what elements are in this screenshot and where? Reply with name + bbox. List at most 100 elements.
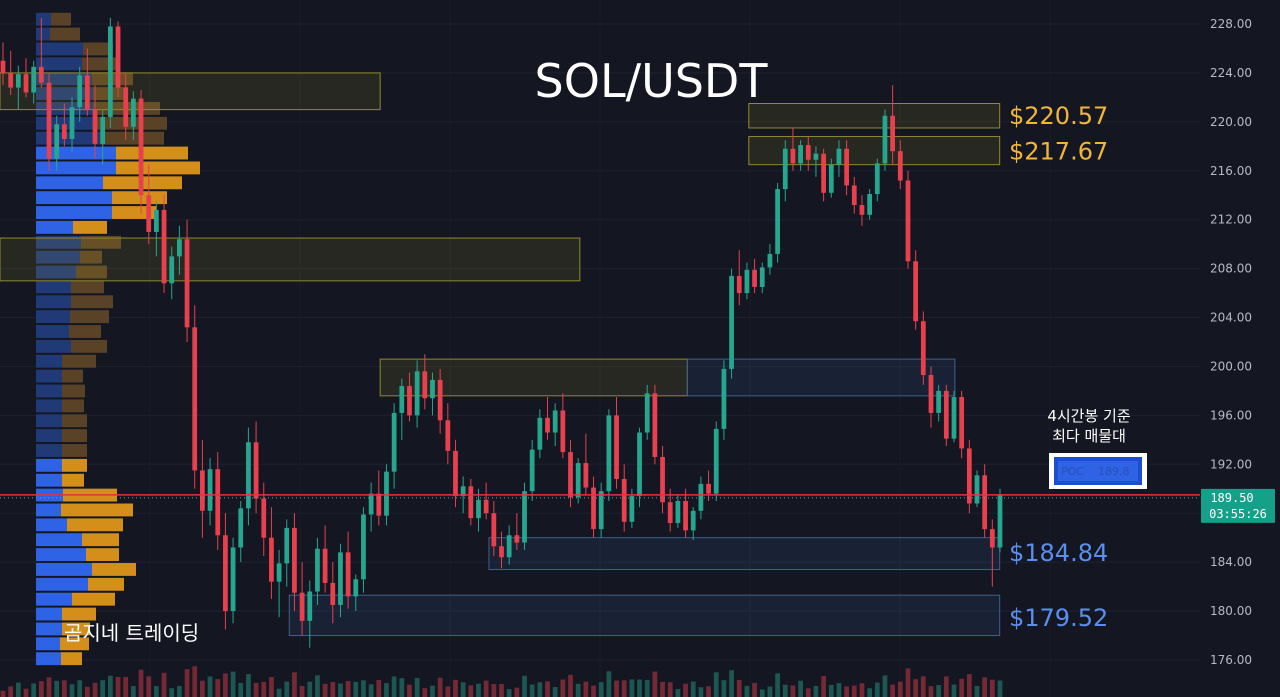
candle-body — [966, 448, 972, 504]
candle-body — [100, 116, 106, 144]
volume-bar — [361, 680, 366, 697]
volume-bar — [54, 680, 60, 697]
price-tick-label: 200.00 — [1210, 359, 1252, 373]
volume-bar — [453, 679, 458, 697]
candle-body — [621, 478, 627, 522]
volume-bar — [667, 682, 673, 697]
zone-boxes — [0, 72, 1001, 637]
candle-body — [345, 552, 351, 597]
vp-sell-bar — [62, 369, 83, 383]
volume-bar — [330, 682, 336, 697]
volume-bar — [882, 675, 888, 697]
volume-bar — [107, 675, 113, 697]
vp-sell-bar — [116, 146, 188, 160]
candle-body — [675, 501, 681, 524]
candle-body — [384, 471, 389, 516]
volume-bar — [775, 673, 780, 697]
candle-body — [8, 72, 14, 88]
volume-bar — [315, 675, 320, 697]
candle-body — [146, 195, 152, 232]
candle-body — [200, 470, 205, 511]
volume-bar — [752, 682, 757, 697]
volume-bar — [951, 684, 957, 697]
candle-body — [790, 148, 796, 164]
candle-body — [107, 26, 113, 117]
volume-bars — [0, 666, 1003, 697]
candle-body — [545, 417, 550, 433]
volume-bar — [322, 683, 328, 697]
volume-bar — [407, 684, 412, 697]
volume-bar — [606, 671, 612, 697]
vp-buy-bar — [36, 399, 62, 413]
candle-body — [928, 375, 934, 413]
volume-bar — [713, 672, 719, 697]
candle-body — [936, 390, 942, 413]
volume-bar — [575, 683, 581, 697]
volume-bar — [31, 683, 37, 697]
volume-bar — [874, 682, 880, 697]
candle-body — [890, 115, 896, 152]
candle-body — [338, 552, 343, 605]
vp-sell-bar — [62, 622, 90, 636]
vp-buy-bar — [36, 622, 62, 636]
vp-sell-bar — [60, 637, 89, 651]
vp-buy-bar — [36, 310, 70, 324]
candle-body — [798, 145, 803, 164]
candle-body — [951, 397, 957, 439]
candle-body — [974, 475, 980, 504]
volume-bar — [920, 676, 926, 697]
candle-body — [31, 66, 37, 93]
volume-bar — [706, 686, 711, 697]
vp-sell-bar — [82, 57, 116, 71]
vp-buy-bar — [36, 220, 73, 234]
candle-body — [752, 269, 757, 287]
candle-body — [261, 498, 267, 538]
candle-body — [721, 368, 727, 429]
vp-buy-bar — [36, 429, 62, 443]
volume-bar — [399, 678, 405, 697]
vp-sell-bar — [62, 414, 87, 428]
vp-sell-bar — [61, 503, 133, 517]
candle-body — [506, 535, 512, 558]
candle-body — [591, 487, 596, 530]
volume-bar — [69, 684, 75, 697]
volume-bar — [130, 685, 136, 697]
candle-body — [238, 508, 244, 548]
current-price-countdown: 03:55:26 — [1209, 507, 1267, 521]
volume-bar — [376, 680, 382, 697]
vp-buy-bar — [36, 131, 100, 145]
candle-body — [744, 269, 750, 294]
volume-bar — [368, 684, 374, 697]
volume-bar — [805, 688, 811, 697]
volume-bar — [430, 685, 435, 697]
candle-body — [276, 563, 282, 582]
vp-sell-bar — [72, 592, 115, 606]
volume-bar — [437, 677, 443, 697]
vp-sell-bar — [69, 325, 101, 338]
volume-bar — [161, 672, 167, 697]
candle-body — [322, 548, 328, 583]
volume-bar — [560, 679, 566, 697]
grid-lines — [0, 23, 1200, 661]
candle-body — [154, 209, 159, 232]
volume-bar — [621, 680, 627, 697]
candle-body — [38, 66, 44, 83]
vp-sell-bar — [81, 235, 121, 249]
volume-bar — [552, 687, 558, 697]
volume-bar — [867, 688, 873, 697]
candle-body — [828, 164, 834, 193]
candle-body — [683, 501, 688, 531]
volume-bar — [851, 685, 857, 697]
vp-sell-bar — [71, 339, 107, 353]
candle-body — [652, 393, 658, 457]
vp-buy-bar — [36, 27, 50, 41]
candle-body — [529, 449, 535, 492]
volume-bar — [115, 677, 121, 697]
volume-bar — [299, 685, 305, 697]
volume-bar — [936, 685, 942, 697]
candle-body — [330, 582, 336, 605]
vp-buy-bar — [36, 206, 112, 219]
vp-sell-bar — [62, 399, 84, 413]
vp-buy-bar — [36, 533, 82, 547]
